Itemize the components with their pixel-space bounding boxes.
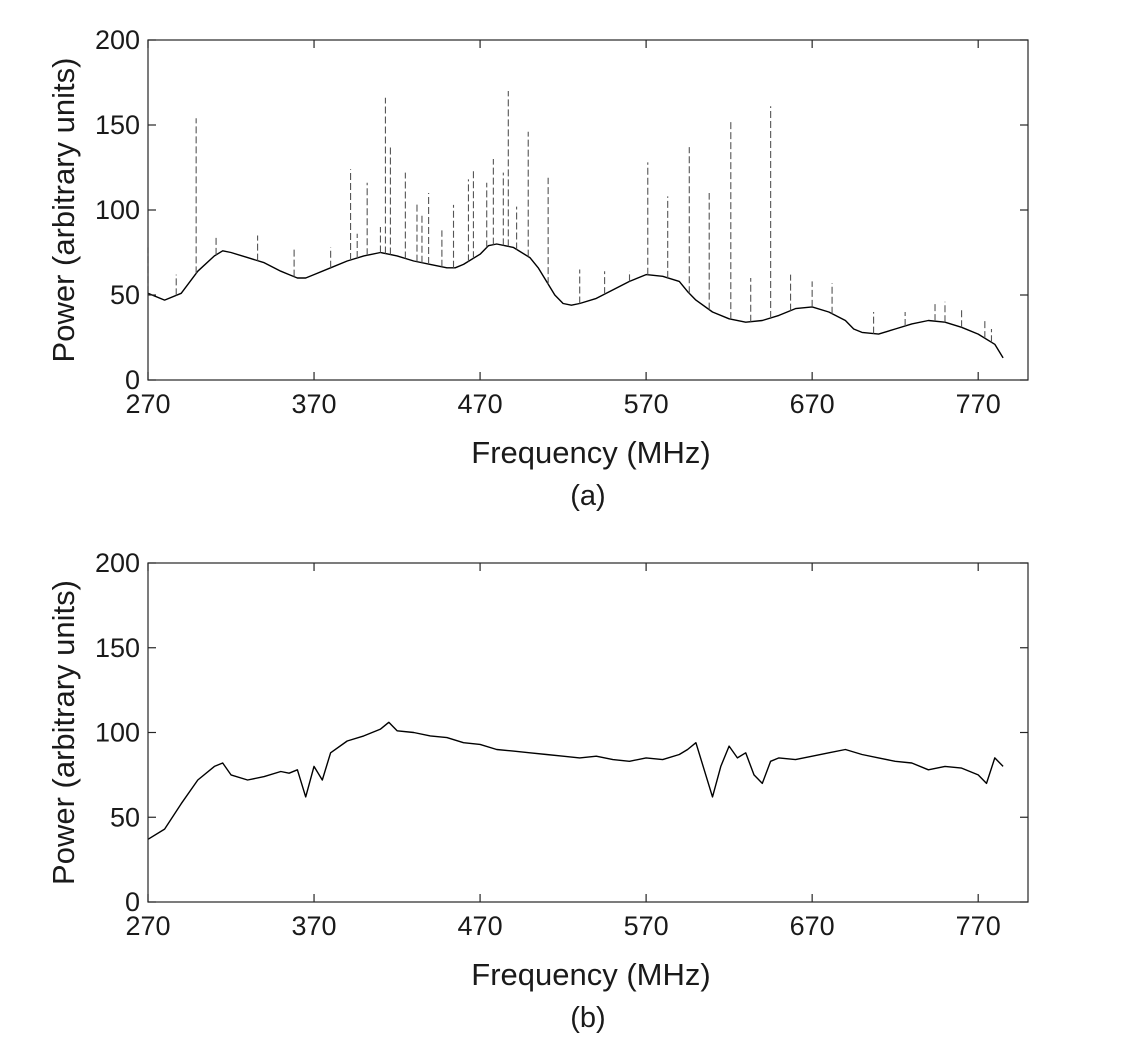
x-tick-label: 770 — [956, 389, 1001, 419]
x-axis-label: Frequency (MHz) — [471, 957, 710, 992]
x-tick-label: 570 — [624, 911, 669, 941]
y-tick-label: 50 — [110, 280, 140, 310]
axes-frame — [147, 562, 1029, 903]
y-tick-label: 200 — [95, 548, 140, 578]
y-tick-label: 150 — [95, 633, 140, 663]
series-line-0 — [147, 721, 1004, 840]
y-tick-label: 100 — [95, 195, 140, 225]
x-tick-label: 670 — [790, 389, 835, 419]
x-tick-label: 670 — [790, 911, 835, 941]
y-axis-label: Power (arbitrary units) — [46, 580, 81, 885]
y-tick-label: 100 — [95, 718, 140, 748]
x-tick-label: 470 — [458, 389, 503, 419]
x-axis-label: Frequency (MHz) — [471, 435, 710, 470]
panel-b: 270 370 470 570 670 770 0 50 100 150 200 Frequency … — [46, 548, 1029, 1034]
panel-label: (b) — [570, 1002, 605, 1034]
y-tick-label: 0 — [125, 365, 140, 395]
y-tick-label: 0 — [125, 887, 140, 917]
x-tick-label: 570 — [624, 389, 669, 419]
panel-a: 270 370 470 570 670 770 0 50 100 150 200 Frequency … — [46, 25, 1029, 512]
y-tick-label: 150 — [95, 110, 140, 140]
series-line-0 — [147, 243, 1004, 359]
x-tick-label: 470 — [458, 911, 503, 941]
x-tick-label: 770 — [956, 911, 1001, 941]
y-tick-label: 200 — [95, 25, 140, 55]
x-tick-label: 270 — [125, 911, 170, 941]
x-tick-label: 370 — [292, 911, 337, 941]
y-axis-label: Power (arbitrary units) — [46, 58, 81, 363]
x-tick-label: 270 — [125, 389, 170, 419]
panel-label: (a) — [570, 480, 605, 512]
y-tick-label: 50 — [110, 802, 140, 832]
x-tick-label: 370 — [292, 389, 337, 419]
